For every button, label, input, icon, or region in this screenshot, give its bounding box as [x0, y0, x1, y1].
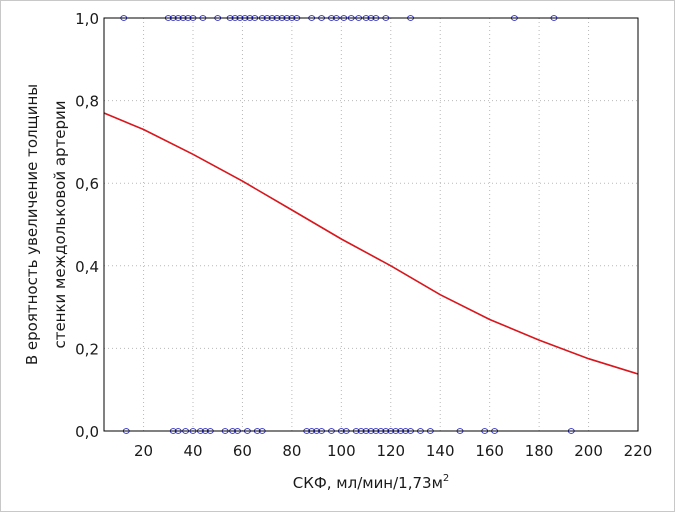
- x-tick-label: 180: [525, 442, 554, 460]
- x-tick-label: 40: [183, 442, 202, 460]
- x-axis-title-text: СКФ, мл/мин/1,73м: [293, 474, 443, 492]
- x-tick-label: 120: [376, 442, 405, 460]
- x-tick-label: 140: [426, 442, 455, 460]
- x-tick-label: 220: [624, 442, 653, 460]
- x-tick-label: 160: [475, 442, 504, 460]
- y-tick-label: 0,2: [75, 340, 99, 358]
- y-axis-title-line-1: В ероятность увеличение толщины: [23, 84, 41, 365]
- y-tick-label: 0,0: [75, 423, 99, 441]
- x-axis-title-superscript: 2: [443, 473, 449, 484]
- x-tick-label: 60: [233, 442, 252, 460]
- y-tick-label: 1,0: [75, 10, 99, 28]
- x-axis-title: СКФ, мл/мин/1,73м2: [293, 473, 450, 492]
- x-axis-tick-labels: 20 40 60 80 100 120 140 160 180 200 220: [134, 442, 652, 460]
- y-axis-tick-labels: 0,0 0,2 0,4 0,6 0,8 1,0: [75, 10, 99, 441]
- plot-area-border: [103, 17, 639, 432]
- y-tick-label: 0,4: [75, 258, 99, 276]
- grid-lines: [104, 17, 639, 432]
- y-tick-label: 0,6: [75, 175, 99, 193]
- y-tick-label: 0,8: [75, 93, 99, 111]
- x-tick-label: 200: [574, 442, 603, 460]
- fitted-probability-curve: [103, 112, 639, 375]
- y-axis-title-line-2: стенки междольковой артерии: [51, 100, 69, 348]
- observation-markers: [120, 15, 575, 434]
- x-tick-label: 100: [327, 442, 356, 460]
- x-tick-label: 20: [134, 442, 153, 460]
- x-tick-label: 80: [282, 442, 301, 460]
